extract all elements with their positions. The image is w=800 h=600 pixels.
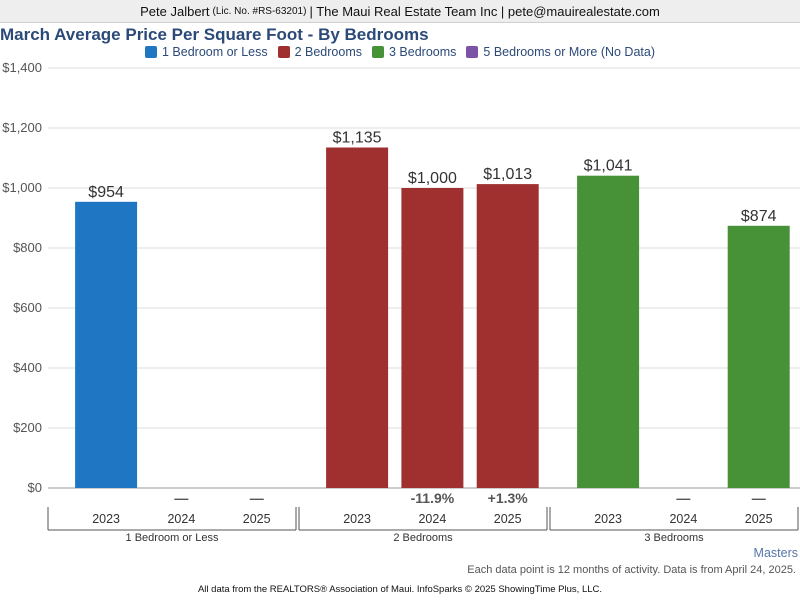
data-label: $1,000 [408,170,457,187]
data-label: $1,041 [584,158,633,175]
y-tick-label: $400 [13,360,42,375]
data-label: $954 [88,184,124,201]
legend-item-1-bedroom[interactable]: 1 Bedroom or Less [144,45,268,59]
data-credit: All data from the REALTORS® Association … [197,584,603,595]
group-label: 3 Bedrooms [644,532,704,544]
change-label: — [174,490,188,506]
y-tick-label: $600 [13,300,42,315]
x-tick-label: 2024 [167,512,195,526]
brokerage-contact: | The Maui Real Estate Team Inc | pete@m… [309,3,660,19]
x-tick-label: 2024 [418,512,446,526]
y-tick-label: $1,200 [2,120,42,135]
y-tick-label: $0 [28,480,42,495]
masters-link[interactable]: Masters [753,546,798,560]
legend-swatch [277,46,290,58]
bar [727,225,790,489]
change-label: -11.9% [411,490,455,506]
change-label: — [752,490,766,506]
bar [401,188,464,488]
y-tick-label: $800 [13,240,42,255]
legend-label: 5 Bedrooms or More (No Data) [483,45,655,59]
data-label: $1,013 [483,166,532,183]
x-tick-label: 2025 [243,512,271,526]
change-label: — [676,490,690,506]
legend-label: 3 Bedrooms [389,45,457,59]
group-label: 1 Bedroom or Less [126,532,219,544]
bar [476,184,539,488]
legend-swatch [466,46,479,58]
change-label: — [250,490,264,506]
legend-label: 1 Bedroom or Less [161,45,268,59]
y-tick-label: $1,000 [2,180,42,195]
legend-swatch [372,46,384,58]
legend-swatch [144,46,157,58]
data-note: Each data point is 12 months of activity… [467,564,796,576]
bar [326,147,389,488]
x-tick-label: 2025 [494,512,522,526]
x-tick-label: 2024 [669,512,697,526]
legend-item-2-bedrooms[interactable]: 2 Bedrooms [277,45,362,59]
change-label: +1.3% [488,490,529,506]
x-tick-label: 2023 [92,512,120,526]
data-label: $1,135 [333,130,382,147]
bar [577,175,640,488]
y-tick-label: $1,400 [2,60,42,75]
legend-label: 2 Bedrooms [294,45,362,59]
legend-item-3-bedrooms[interactable]: 3 Bedrooms [372,45,456,59]
x-tick-label: 2025 [745,512,773,526]
x-tick-label: 2023 [343,512,371,526]
bar [75,201,138,489]
chart-title: March Average Price Per Square Foot - By… [0,25,429,44]
license-number: (Lic. No. #RS-63201) [212,5,307,17]
chart-legend: 1 Bedroom or Less 2 Bedrooms 3 Bedrooms … [0,45,800,59]
group-label: 2 Bedrooms [393,532,453,544]
agent-name: Pete Jalbert [140,3,210,19]
data-label: $874 [741,208,777,225]
y-tick-label: $200 [13,420,42,435]
header-bar: Pete Jalbert (Lic. No. #RS-63201) | The … [0,0,800,23]
legend-item-5-bedrooms[interactable]: 5 Bedrooms or More (No Data) [466,45,655,59]
x-tick-label: 2023 [594,512,622,526]
